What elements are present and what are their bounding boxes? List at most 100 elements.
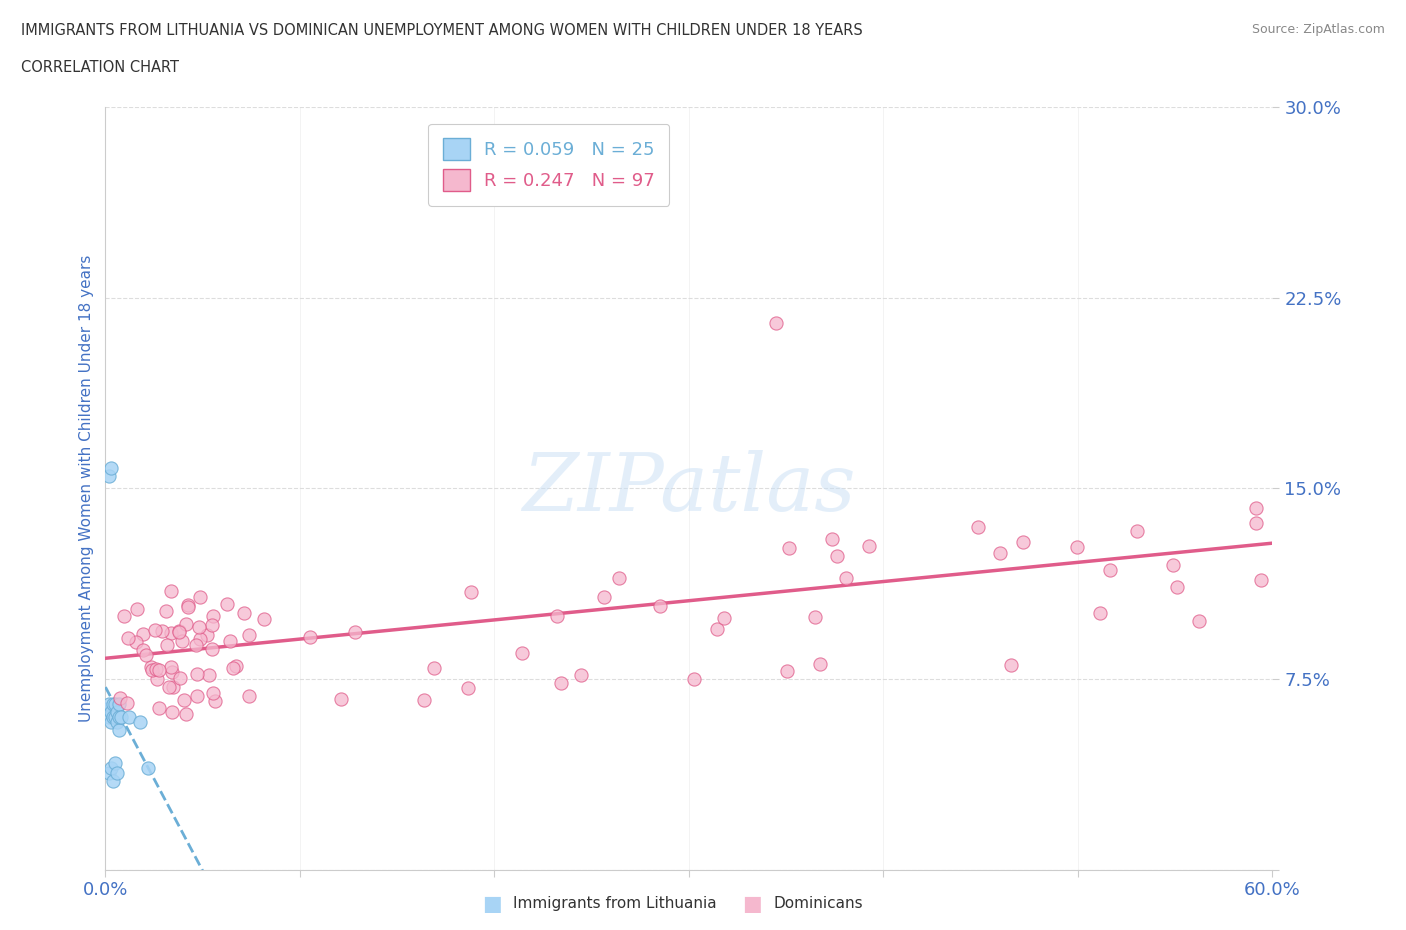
Point	[550, 675, 572, 690]
Point	[1066, 539, 1088, 554]
Point	[105, 714, 128, 729]
Point	[157, 680, 180, 695]
Point	[150, 623, 173, 638]
Point	[136, 761, 159, 776]
Point	[184, 637, 207, 652]
Point	[174, 707, 197, 722]
Point	[413, 693, 436, 708]
Point	[167, 624, 190, 639]
Point	[105, 705, 128, 720]
Text: ZIPatlas: ZIPatlas	[522, 449, 856, 527]
Point	[110, 710, 132, 724]
Point	[108, 710, 131, 724]
Point	[141, 659, 163, 674]
Point	[98, 710, 121, 724]
Point	[1188, 614, 1211, 629]
Point	[104, 697, 127, 711]
Point	[592, 590, 614, 604]
Point	[104, 710, 127, 724]
Text: Immigrants from Lithuania: Immigrants from Lithuania	[513, 897, 717, 911]
Point	[835, 570, 858, 585]
Point	[202, 609, 225, 624]
Point	[108, 697, 131, 711]
Point	[177, 597, 200, 612]
Point	[460, 585, 482, 600]
Point	[145, 671, 167, 686]
Point	[132, 627, 155, 642]
Point	[808, 657, 831, 671]
Point	[143, 622, 166, 637]
Point	[648, 599, 671, 614]
Point	[1126, 524, 1149, 538]
Point	[169, 671, 191, 685]
Point	[1088, 605, 1111, 620]
Point	[108, 691, 131, 706]
Text: Dominicans: Dominicans	[773, 897, 863, 911]
Point	[225, 658, 247, 673]
Point	[103, 697, 125, 711]
Point	[1098, 563, 1121, 578]
Point	[706, 621, 728, 636]
Point	[108, 723, 131, 737]
Point	[1244, 515, 1267, 530]
Point	[510, 646, 533, 661]
Point	[160, 705, 183, 720]
Point	[966, 519, 988, 534]
Point	[330, 692, 353, 707]
Y-axis label: Unemployment Among Women with Children Under 18 years: Unemployment Among Women with Children U…	[79, 255, 94, 722]
Point	[778, 541, 800, 556]
Point	[173, 692, 195, 707]
Point	[713, 610, 735, 625]
Point	[174, 617, 197, 631]
Point	[103, 773, 125, 788]
Point	[117, 631, 139, 645]
Point	[98, 765, 121, 780]
Point	[201, 641, 224, 656]
Point	[776, 663, 799, 678]
Point	[160, 659, 183, 674]
Point	[159, 625, 181, 640]
Point	[474, 176, 496, 191]
Point	[100, 714, 122, 729]
Point	[160, 584, 183, 599]
Point	[201, 685, 224, 700]
Point	[825, 549, 848, 564]
Point	[1250, 572, 1272, 587]
Text: IMMIGRANTS FROM LITHUANIA VS DOMINICAN UNEMPLOYMENT AMONG WOMEN WITH CHILDREN UN: IMMIGRANTS FROM LITHUANIA VS DOMINICAN U…	[21, 23, 863, 38]
Point	[299, 630, 322, 644]
Point	[765, 315, 787, 330]
Point	[105, 765, 128, 780]
Point	[135, 647, 157, 662]
Point	[103, 710, 125, 724]
Point	[990, 545, 1012, 560]
Point	[188, 590, 211, 604]
Point	[253, 611, 276, 626]
Legend: R = 0.059   N = 25, R = 0.247   N = 97: R = 0.059 N = 25, R = 0.247 N = 97	[429, 124, 669, 206]
Point	[609, 570, 631, 585]
Point	[238, 689, 260, 704]
Point	[683, 671, 706, 686]
Point	[100, 761, 122, 776]
Point	[546, 608, 568, 623]
Text: ■: ■	[742, 894, 762, 914]
Text: Source: ZipAtlas.com: Source: ZipAtlas.com	[1251, 23, 1385, 36]
Point	[100, 460, 122, 475]
Point	[125, 602, 148, 617]
Point	[160, 665, 183, 680]
Point	[112, 608, 135, 623]
Point	[219, 633, 242, 648]
Point	[1166, 579, 1188, 594]
Point	[221, 660, 243, 675]
Point	[117, 696, 139, 711]
Text: CORRELATION CHART: CORRELATION CHART	[21, 60, 179, 75]
Point	[98, 697, 121, 711]
Point	[804, 609, 827, 624]
Point	[187, 619, 209, 634]
Point	[423, 660, 446, 675]
Point	[1000, 658, 1022, 672]
Point	[215, 597, 238, 612]
Point	[118, 710, 141, 724]
Point	[457, 681, 479, 696]
Point	[156, 638, 179, 653]
Point	[104, 755, 127, 770]
